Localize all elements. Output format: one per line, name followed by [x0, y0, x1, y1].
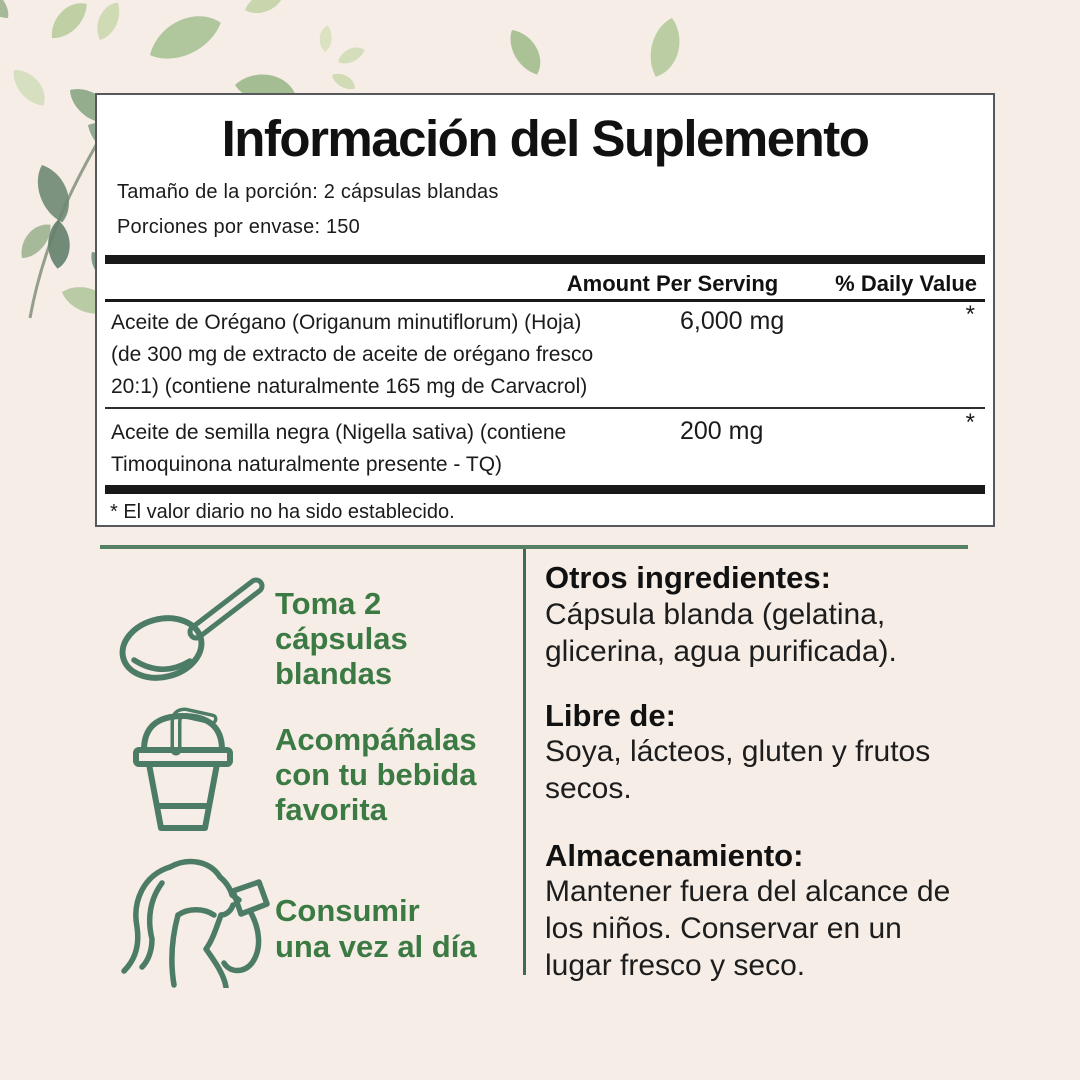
ingredient-row-1-daily-value: * [965, 301, 975, 328]
row-separator [105, 407, 985, 409]
column-header-amount: Amount Per Serving [566, 271, 779, 296]
woman-drinking-icon [121, 858, 270, 988]
ingredient-row-2-amount: 200 mg [680, 417, 764, 445]
panel-title: Información del Suplemento [221, 110, 870, 167]
spoon-icon [119, 577, 265, 681]
ingredient-row-1-line-1: Aceite de Orégano (Origanum minutiflorum… [111, 311, 582, 334]
ingredient-row-1-line-3: 20:1) (contiene naturalmente 165 mg de C… [111, 375, 588, 398]
storage-body: Mantener fuera del alcance de los niños.… [545, 875, 951, 982]
header-rule [105, 299, 985, 302]
horizontal-divider [100, 545, 968, 549]
serving-size: Tamaño de la porción: 2 cápsulas blandas [117, 181, 499, 203]
instruction-3-text: Consumir una vez al día [275, 893, 477, 964]
daily-value-footnote: * El valor diario no ha sido establecido… [110, 501, 455, 523]
thick-rule-top [105, 255, 985, 264]
storage-heading: Almacenamiento: [545, 838, 804, 873]
ingredient-row-2-line-2: Timoquinona naturalmente presente - TQ) [111, 453, 503, 476]
smoothie-cup-icon [133, 707, 233, 831]
column-header-daily-value: % Daily Value [835, 271, 977, 296]
thick-rule-bottom [105, 485, 985, 494]
free-of-body: Soya, lácteos, gluten y frutos secos. [545, 735, 931, 805]
ingredient-row-1-amount: 6,000 mg [680, 307, 785, 335]
other-ingredients-body: Cápsula blanda (gelatina, glicerina, agu… [545, 598, 897, 668]
servings-per-container: Porciones por envase: 150 [117, 216, 360, 238]
ingredient-row-2-daily-value: * [965, 409, 975, 436]
vertical-divider [523, 549, 526, 975]
instruction-1-text: Toma 2 cápsulas blandas [275, 586, 408, 691]
free-of-heading: Libre de: [545, 698, 676, 733]
ingredient-row-2-line-1: Aceite de semilla negra (Nigella sativa)… [111, 421, 567, 444]
ingredient-row-1-line-2: (de 300 mg de extracto de aceite de orég… [111, 343, 594, 366]
other-ingredients-heading: Otros ingredientes: [545, 560, 831, 595]
supplement-facts-panel: Información del Suplemento Tamaño de la … [95, 93, 995, 527]
instruction-2-text: Acompáñalas con tu bebida favorita [275, 722, 477, 827]
